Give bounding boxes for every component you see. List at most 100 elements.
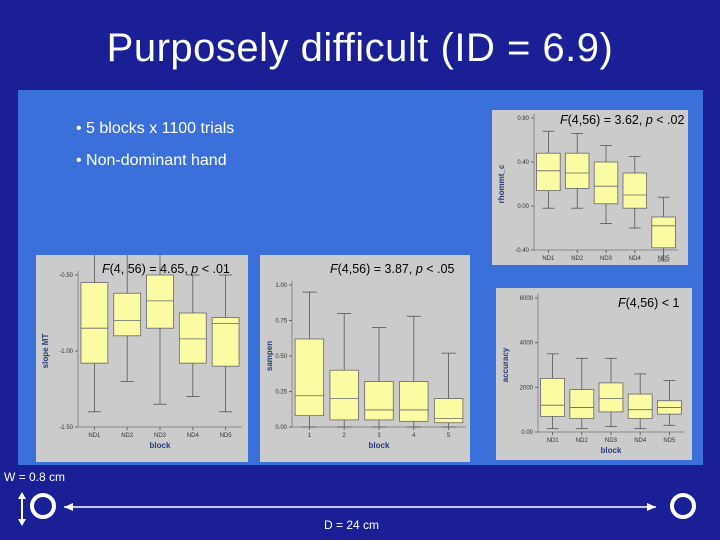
y-tick-label: 0.00: [275, 425, 287, 431]
accuracy-plot: 6000 4000 2000 0.00 ND1 ND2 ND3 ND4 ND5 block accu…: [501, 294, 684, 455]
distance-label: D = 24 cm: [324, 518, 380, 532]
box: [294, 338, 325, 417]
box: [651, 216, 676, 249]
distance-arrow-head-left: [64, 503, 73, 511]
distance-arrow-head-right: [647, 503, 656, 511]
box: [622, 172, 648, 209]
left-target-circle: [30, 493, 56, 519]
stat-p: p: [645, 113, 653, 127]
y-tick-label: -1.50: [59, 425, 73, 431]
box: [598, 382, 624, 413]
x-tick-label: ND2: [571, 256, 584, 262]
y-tick-label: 0.50: [275, 354, 287, 360]
stat-p: p: [415, 262, 423, 276]
x-tick-label: ND4: [187, 433, 200, 439]
y-axis-label: slope MT: [41, 334, 50, 369]
rhomm-plot: 0.80 0.40 0.00 -0.40 ND1 ND2 ND3 ND4 ND5 block rho…: [497, 114, 678, 265]
stat-rest: (4,56) = 3.87,: [337, 262, 416, 276]
slope-plot: -0.50 -1.00 -1.50 ND1 ND2 ND3 ND4 ND5 block slope…: [41, 255, 242, 450]
box: [569, 389, 595, 419]
stat-rest: (4, 56) = 4.65,: [109, 262, 192, 276]
y-axis-label: accuracy: [501, 347, 510, 382]
y-axis-label: rhommt_c: [497, 164, 506, 203]
y-axis-label: sampen: [265, 341, 274, 371]
box: [329, 369, 359, 421]
y-tick-label: -1.00: [59, 349, 73, 355]
box: [399, 381, 429, 422]
x-axis-label: block: [369, 441, 390, 450]
stat-rhomm: F(4,56) = 3.62, p < .02: [560, 113, 684, 127]
x-axis-label: block: [601, 446, 622, 455]
x-tick-label: ND3: [600, 256, 613, 262]
x-tick-label: 3: [377, 433, 381, 439]
x-tick-label: ND4: [634, 438, 647, 444]
chart-slope: -0.50 -1.00 -1.50 ND1 ND2 ND3 ND4 ND5 block slope…: [36, 255, 248, 462]
y-tick-label: 6000: [520, 296, 534, 302]
box: [433, 398, 464, 424]
right-target-circle: [670, 493, 696, 519]
y-tick-label: 0.80: [517, 116, 529, 122]
chart-sampen: 1.00 0.75 0.50 0.25 0.00 1 2 3 4 5 block sampen F(4…: [260, 255, 470, 462]
box: [80, 282, 109, 364]
box: [211, 317, 240, 367]
x-tick-label: ND5: [663, 438, 676, 444]
x-tick-label: 5: [447, 433, 451, 439]
stat-sampen: F(4,56) = 3.87, p < .05: [330, 262, 454, 276]
stat-tail: < .02: [652, 113, 685, 127]
box: [540, 378, 565, 417]
x-tick-label: ND2: [121, 433, 134, 439]
slide-title: Purposely difficult (ID = 6.9): [106, 26, 614, 70]
x-axis-label: block: [596, 264, 617, 265]
x-tick-label: ND2: [576, 438, 589, 444]
y-tick-label: 4000: [520, 341, 534, 347]
x-tick-label: ND3: [605, 438, 618, 444]
stat-f: F: [618, 296, 626, 310]
y-tick-label: 0.00: [521, 430, 533, 436]
x-tick-label: ND4: [629, 256, 642, 262]
stat-rest: (4,56) = 3.62,: [567, 113, 646, 127]
chart-accuracy: 6000 4000 2000 0.00 ND1 ND2 ND3 ND4 ND5 block accu…: [496, 288, 692, 460]
box: [564, 152, 590, 189]
chart-rhomm: 0.80 0.40 0.00 -0.40 ND1 ND2 ND3 ND4 ND5 block rho…: [492, 110, 688, 265]
stat-f: F: [330, 262, 338, 276]
box: [178, 312, 207, 364]
bullet-blocks: • 5 blocks x 1100 trials: [76, 120, 235, 137]
box: [536, 152, 561, 192]
x-tick-label: ND5: [220, 433, 233, 439]
y-tick-label: 0.00: [517, 204, 529, 210]
x-tick-label: ND1: [547, 438, 560, 444]
y-tick-label: 2000: [520, 385, 534, 391]
x-tick-label: ND1: [88, 433, 101, 439]
x-tick-label: ND5: [658, 256, 671, 262]
y-tick-label: 0.75: [275, 319, 287, 325]
x-tick-label: 1: [308, 433, 312, 439]
width-arrow-head-down: [18, 519, 26, 526]
x-tick-label: 2: [343, 433, 347, 439]
y-tick-label: 0.40: [517, 160, 529, 166]
y-tick-label: 0.25: [275, 390, 287, 396]
stat-slope: F(4, 56) = 4.65, p < .01: [102, 262, 230, 276]
x-tick-label: 4: [412, 433, 416, 439]
sampen-plot: 1.00 0.75 0.50 0.25 0.00 1 2 3 4 5 block sampen: [265, 281, 466, 450]
stat-tail: < .05: [422, 262, 455, 276]
box: [146, 274, 174, 329]
stat-rest: (4,56) < 1: [625, 296, 680, 310]
bullet-hand: • Non-dominant hand: [76, 152, 227, 169]
width-label: W = 0.8 cm: [4, 470, 66, 484]
stat-f: F: [560, 113, 568, 127]
stat-p: p: [191, 262, 199, 276]
box: [113, 292, 142, 337]
box: [364, 381, 394, 421]
stat-f: F: [102, 262, 110, 276]
target-diagram: [18, 492, 656, 526]
box: [627, 393, 653, 419]
box: [593, 161, 619, 205]
x-tick-label: ND1: [542, 256, 555, 262]
stat-accuracy: F(4,56) < 1: [618, 296, 680, 310]
stat-tail: < .01: [198, 262, 230, 276]
y-tick-label: -0.40: [515, 248, 529, 254]
x-tick-label: ND3: [154, 433, 167, 439]
width-arrow-head-up: [18, 492, 26, 499]
y-tick-label: -0.50: [59, 273, 73, 279]
y-tick-label: 1.00: [275, 283, 287, 289]
